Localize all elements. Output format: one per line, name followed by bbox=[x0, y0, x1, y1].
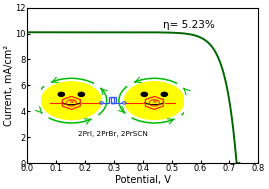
Text: η= 5.23%: η= 5.23% bbox=[163, 20, 215, 30]
X-axis label: Potential, V: Potential, V bbox=[115, 175, 171, 185]
Y-axis label: Current, mA/cm²: Current, mA/cm² bbox=[4, 45, 14, 126]
